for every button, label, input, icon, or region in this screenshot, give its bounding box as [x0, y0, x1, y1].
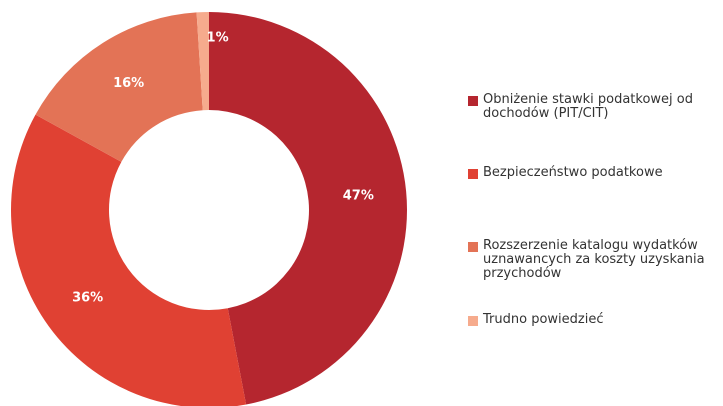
data-label: 36% [72, 291, 103, 306]
legend-item: Trudno powiedzieć [468, 313, 723, 327]
legend-swatch [468, 96, 478, 106]
donut-slice [11, 114, 247, 406]
legend-swatch [468, 242, 478, 252]
donut-slice [196, 12, 209, 111]
donut-slice [209, 12, 408, 405]
legend-item: Bezpieczeństwo podatkowe [468, 166, 723, 180]
legend-label: Bezpieczeństwo podatkowe [483, 165, 663, 180]
legend-label: Trudno powiedzieć [483, 312, 604, 327]
data-label: 47% [343, 188, 374, 203]
legend-swatch [468, 169, 478, 179]
legend-label: Obniżenie stawki podatkowej od dochodów … [483, 92, 693, 121]
legend-item: Obniżenie stawki podatkowej od dochodów … [468, 93, 723, 121]
legend-swatch [468, 316, 478, 326]
donut-slice [35, 12, 203, 162]
legend-item: Rozszerzenie katalogu wydatków uznawancy… [468, 239, 723, 281]
legend-label: Rozszerzenie katalogu wydatków uznawancy… [483, 238, 705, 281]
data-label: 1% [207, 31, 229, 46]
data-label: 16% [113, 76, 144, 91]
